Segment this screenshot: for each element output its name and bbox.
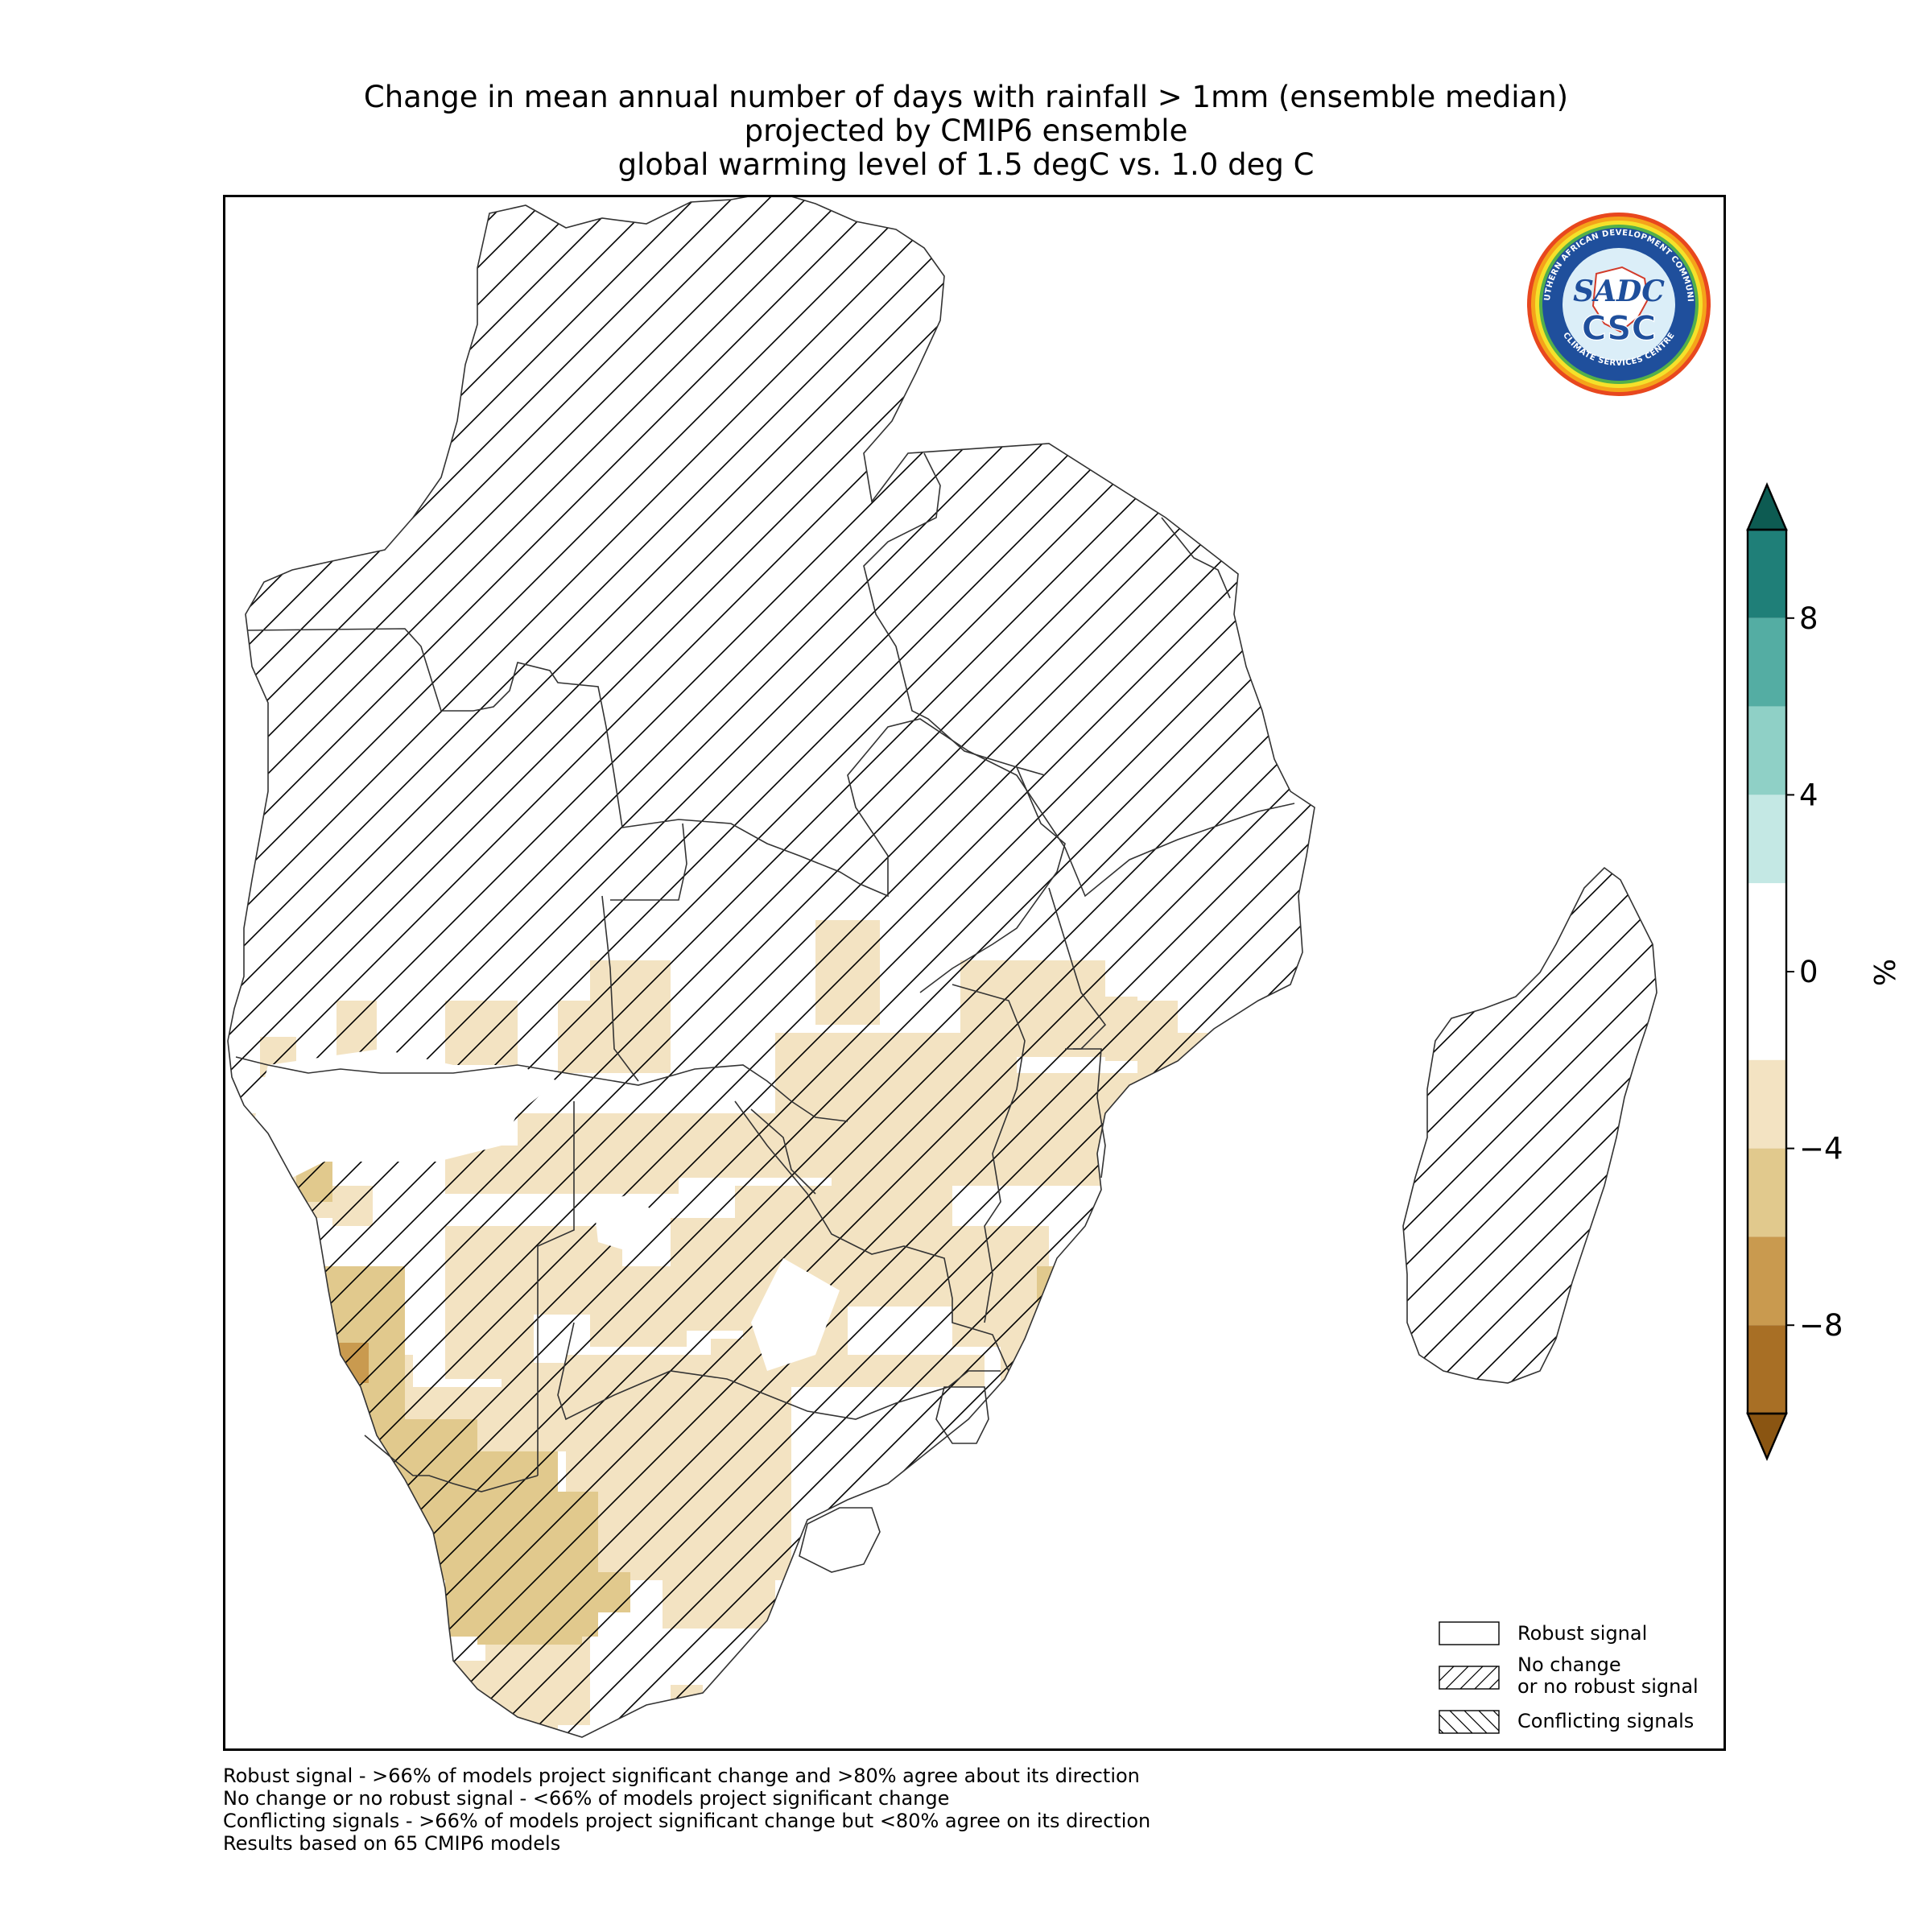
footnote-conflicting: Conflicting signals - >66% of models pro… — [223, 1810, 1151, 1832]
legend-label-robust: Robust signal — [1517, 1622, 1647, 1645]
madagascar-outline — [1402, 866, 1657, 1384]
colorbar: 8 4 0 −4 −8 % — [1746, 481, 1902, 1462]
colorbar-bin-4 — [1748, 883, 1786, 1060]
colorbar-tick-label: −4 — [1799, 1132, 1843, 1166]
colorbar-bins — [1748, 530, 1786, 1414]
logo-csc-mark: CSC — [1582, 308, 1657, 348]
map-svg: Robust signal No change or no robust sig… — [227, 197, 1699, 1738]
change-cell — [332, 1419, 369, 1455]
robust-signal-patches — [252, 1049, 840, 1371]
logo-map-icon — [1591, 266, 1649, 333]
footnote-robust: Robust signal - >66% of models project s… — [223, 1765, 1140, 1787]
legend-swatch-conflicting — [1439, 1710, 1500, 1734]
country-borders — [227, 197, 1315, 1738]
sadc-csc-logo: SOUTHERN AFRICAN DEVELOPMENT COMMUNITY C… — [1525, 211, 1711, 396]
colorbar-tick-label: 4 — [1799, 778, 1818, 812]
colorbar-bin-1 — [1748, 617, 1786, 707]
footnote-models: Results based on 65 CMIP6 models — [223, 1832, 561, 1855]
legend-label-no-change-1: No change — [1517, 1653, 1621, 1676]
map-title-line-1: Change in mean annual number of days wit… — [363, 80, 1569, 114]
colorbar-bin-0 — [1748, 530, 1786, 618]
colorbar-tick-label: 0 — [1799, 955, 1818, 989]
change-cell — [1113, 1146, 1178, 1242]
colorbar-tick-label: −8 — [1799, 1308, 1843, 1343]
logo-sadc-mark: SADC — [1573, 275, 1665, 308]
colorbar-under-arrow — [1746, 1412, 1788, 1462]
change-cell — [1113, 1226, 1202, 1339]
map-title-line-2: projected by CMIP6 ensemble — [744, 114, 1188, 148]
legend-swatch-no-change — [1439, 1666, 1500, 1690]
no-robust-signal-hatching-mainland — [228, 197, 1315, 1737]
map-panel: Robust signal No change or no robust sig… — [223, 195, 1726, 1751]
change-cell — [332, 1435, 381, 1500]
colorbar-bin-5 — [1748, 1059, 1786, 1149]
colorbar-over-arrow — [1746, 481, 1788, 531]
legend-label-conflicting: Conflicting signals — [1517, 1710, 1694, 1732]
colorbar-bin-7 — [1748, 1236, 1786, 1326]
colorbar-bin-6 — [1748, 1148, 1786, 1237]
colorbar-bin-8 — [1748, 1325, 1786, 1414]
colorbar-bin-3 — [1748, 795, 1786, 884]
footnote-no-change: No change or no robust signal - <66% of … — [223, 1787, 950, 1810]
colorbar-bin-2 — [1748, 706, 1786, 795]
legend-label-no-change-2: or no robust signal — [1517, 1675, 1699, 1698]
hatch-legend: Robust signal No change or no robust sig… — [1439, 1621, 1699, 1734]
colorbar-ticks: 8 4 0 −4 −8 — [1786, 601, 1843, 1343]
map-title-line-3: global warming level of 1.5 degC vs. 1.0… — [617, 147, 1315, 182]
colorbar-unit-label: % — [1869, 959, 1902, 986]
no-robust-signal-hatching-madagascar — [1403, 868, 1657, 1383]
colorbar-tick-label: 8 — [1799, 601, 1818, 636]
legend-swatch-robust — [1439, 1621, 1500, 1645]
